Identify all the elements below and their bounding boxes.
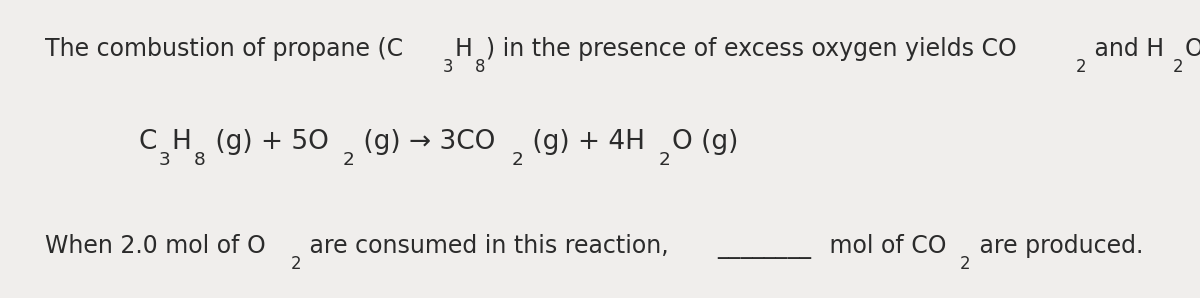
Text: O:: O: — [1184, 37, 1200, 61]
Text: When 2.0 mol of O: When 2.0 mol of O — [46, 234, 266, 258]
Text: mol of CO: mol of CO — [822, 234, 947, 258]
Text: ) in the presence of excess oxygen yields CO: ) in the presence of excess oxygen yield… — [486, 37, 1016, 61]
Text: C: C — [138, 129, 157, 155]
Text: H: H — [455, 37, 473, 61]
Text: are produced.: are produced. — [972, 234, 1144, 258]
Text: ________: ________ — [718, 235, 811, 259]
Text: and H: and H — [1087, 37, 1164, 61]
Text: 2: 2 — [659, 151, 671, 169]
Text: 3: 3 — [443, 58, 454, 76]
Text: 2: 2 — [511, 151, 523, 169]
Text: (g) + 4H: (g) + 4H — [524, 129, 646, 155]
Text: 2: 2 — [342, 151, 354, 169]
Text: (g) → 3CO: (g) → 3CO — [355, 129, 496, 155]
Text: 8: 8 — [474, 58, 485, 76]
Text: 8: 8 — [194, 151, 205, 169]
Text: 3: 3 — [158, 151, 170, 169]
Text: 2: 2 — [1075, 58, 1086, 76]
Text: are consumed in this reaction,: are consumed in this reaction, — [302, 234, 677, 258]
Text: 2: 2 — [960, 255, 971, 273]
Text: H: H — [172, 129, 192, 155]
Text: O (g): O (g) — [672, 129, 738, 155]
Text: 2: 2 — [1172, 58, 1183, 76]
Text: (g) + 5O: (g) + 5O — [206, 129, 329, 155]
Text: The combustion of propane (C: The combustion of propane (C — [46, 37, 403, 61]
Text: 2: 2 — [290, 255, 301, 273]
